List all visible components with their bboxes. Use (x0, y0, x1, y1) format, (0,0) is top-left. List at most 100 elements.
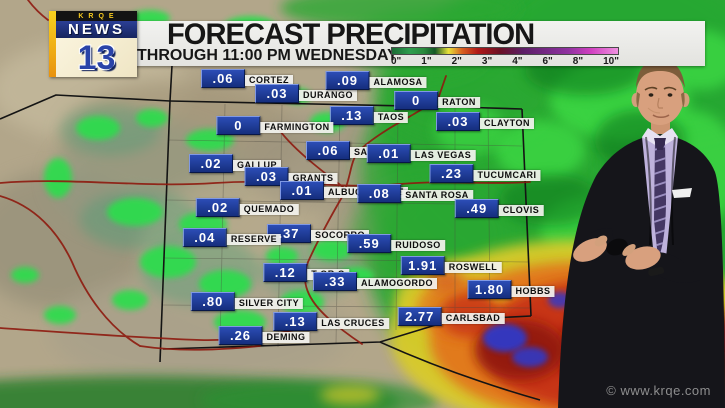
city-label: FARMINGTON (260, 122, 334, 133)
presenter-clicker (606, 238, 628, 256)
precip-value: .26 (218, 326, 263, 345)
precip-scale: 0" 1" 2" 3" 4" 6" 8" 10" (391, 47, 619, 67)
precip-value: .09 (325, 71, 370, 90)
scale-tick-label: 4" (512, 56, 523, 67)
city-label: RESERVE (226, 234, 282, 245)
page-title: FORECAST PRECIPITATION (167, 18, 535, 51)
city-marker: 1.80 HOBBS (467, 280, 555, 299)
presenter-pocket-square (672, 188, 692, 198)
city-label: RATON (438, 97, 480, 108)
city-marker: .49 CLOVIS (454, 199, 544, 218)
precip-value: .23 (429, 164, 474, 183)
city-label: TAOS (373, 112, 409, 123)
logo-accent-strip (49, 11, 56, 77)
presenter-suit (558, 134, 725, 408)
presenter-hands (573, 235, 665, 277)
precip-value: .12 (263, 263, 308, 282)
precip-value: .13 (273, 312, 318, 331)
presenter-watch (648, 266, 665, 277)
precip-value: .04 (182, 228, 227, 247)
city-label: LAS VEGAS (410, 150, 476, 161)
city-label: TUCUMCARI (473, 170, 541, 181)
city-label: SANTA ROSA (401, 190, 473, 201)
city-label: QUEMADO (239, 204, 299, 215)
scale-tick-label: 0" (391, 56, 402, 67)
presenter-face (644, 86, 677, 119)
precip-value: 2.77 (397, 307, 442, 326)
precip-value: .06 (201, 69, 245, 88)
scale-tick-label: 3" (481, 56, 493, 67)
logo-callsign: KRQE (56, 11, 137, 21)
precip-value: .01 (279, 181, 324, 200)
city-marker: .04 RESERVE (182, 228, 282, 247)
logo-channel-number: 13 (77, 38, 116, 77)
city-label: RUIDOSO (391, 240, 445, 251)
scale-tick-label: 1" (421, 56, 432, 67)
presenter-tie (654, 138, 666, 258)
precip-scale-gradient (391, 47, 619, 55)
city-label: SILVER CITY (234, 298, 304, 309)
precip-value: .03 (244, 167, 289, 186)
city-marker: 2.77 CARLSBAD (397, 307, 505, 326)
precip-value: .03 (255, 84, 299, 103)
header-banner: FORECAST PRECIPITATION THROUGH 11:00 PM … (55, 18, 705, 67)
precip-value: 1.80 (467, 280, 512, 299)
city-marker: 0 FARMINGTON (216, 116, 334, 135)
precip-value: .03 (435, 112, 480, 131)
logo-news-text: NEWS (56, 21, 137, 38)
city-marker: .59 RUIDOSO (347, 234, 445, 253)
precip-value: .08 (357, 184, 402, 203)
city-marker: 1.91 ROSWELL (400, 256, 502, 275)
precip-value: .80 (190, 292, 235, 311)
city-marker: .80 SILVER CITY (190, 292, 304, 311)
precip-value: .49 (454, 199, 499, 218)
precip-value: 0 (394, 91, 439, 110)
scale-tick-label: 10" (603, 56, 619, 67)
city-marker: .03 GRANTS (244, 167, 338, 186)
city-marker: .13 TAOS (329, 106, 409, 125)
city-marker: .02 QUEMADO (195, 198, 299, 217)
city-label: ALAMOSA (369, 77, 427, 88)
city-marker: .03 DURANGO (255, 84, 357, 103)
precip-value: 1.91 (400, 256, 445, 275)
city-label: GALLUP (233, 160, 281, 171)
city-marker: 0 RATON (394, 91, 480, 110)
city-label: DURANGO (299, 90, 357, 101)
city-label: GRANTS (288, 173, 338, 184)
city-marker: .09 ALAMOSA (325, 71, 427, 90)
city-label: DEMING (262, 332, 310, 343)
city-marker: .06 CORTEZ (201, 69, 293, 88)
city-marker: .33 ALAMOGORDO (313, 272, 437, 291)
precip-value: .06 (306, 141, 350, 160)
city-marker: .23 TUCUMCARI (429, 164, 541, 183)
city-label: CARLSBAD (441, 313, 505, 324)
city-marker: .13 LAS CRUCES (273, 312, 389, 331)
scale-tick-label: 8" (572, 56, 584, 67)
precip-value: 0 (216, 116, 261, 135)
watermark: © www.krqe.com (606, 383, 711, 398)
city-label: CLOVIS (498, 205, 544, 216)
city-marker: .01 LAS VEGAS (366, 144, 476, 163)
city-marker: .08 SANTA ROSA (357, 184, 473, 203)
header-subtitle: THROUGH 11:00 PM WEDNESDAY (137, 47, 398, 64)
city-label: SOCORRO (310, 230, 370, 241)
radar-green-cells (0, 10, 440, 408)
city-marker: .02 GALLUP (189, 154, 281, 173)
city-marker: .03 CLAYTON (435, 112, 535, 131)
scale-labels: 0" 1" 2" 3" 4" 6" 8" 10" (391, 56, 619, 67)
city-label: CLAYTON (479, 118, 535, 129)
precip-value: .33 (313, 272, 357, 291)
city-label: ROSWELL (444, 262, 502, 273)
city-label: HOBBS (511, 286, 555, 297)
scale-tick-label: 6" (542, 56, 553, 67)
city-marker: .26 DEMING (218, 326, 310, 345)
scale-tick-label: 2" (451, 56, 462, 67)
precip-value: .02 (195, 198, 240, 217)
city-label: ALAMOGORDO (357, 278, 437, 289)
precip-value: .59 (347, 234, 392, 253)
presenter-head (636, 67, 684, 125)
city-label: LAS CRUCES (317, 318, 389, 329)
